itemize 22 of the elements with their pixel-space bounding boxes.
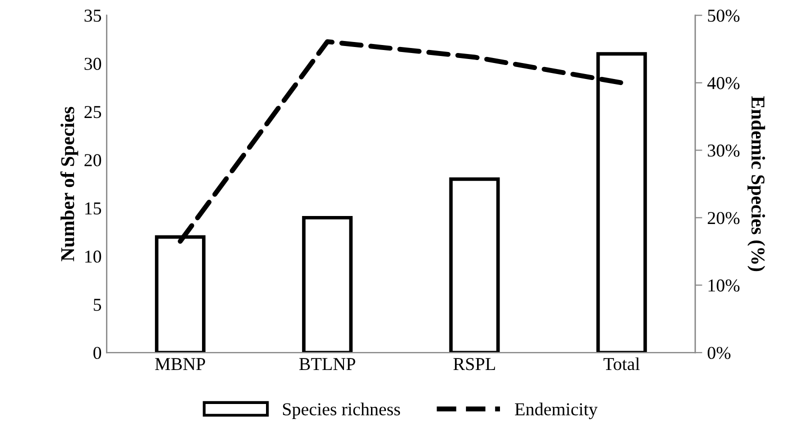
y2-tick-label: 40%	[707, 77, 740, 90]
y2-tick-label: 0%	[708, 346, 730, 360]
x-tick-label: RSPL	[453, 358, 495, 370]
y2-tick-label: 10%	[708, 279, 740, 292]
y-tick-label: 35	[84, 10, 102, 22]
legend-label: Endemicity	[514, 402, 598, 420]
y2-tick-label: 50%	[708, 10, 740, 22]
y2-tick-label: 20%	[708, 212, 740, 224]
y-tick-label: 10	[85, 250, 102, 263]
legend-label: Species richness	[283, 402, 400, 420]
y-tick-label: 15	[85, 202, 102, 214]
y-axis-title: Number of Species	[60, 106, 78, 262]
y-tick-label: 0	[93, 346, 102, 360]
y2-axis-title: Endemic Species (%)	[747, 96, 766, 272]
x-tick-label: MBNP	[155, 358, 206, 370]
y-tick-label: 20	[84, 154, 102, 166]
x-tick-label: BTLNP	[299, 358, 356, 370]
y-tick-label: 30	[84, 58, 102, 70]
y2-tick-label: 30%	[708, 144, 740, 157]
x-tick-label: Total	[604, 357, 640, 370]
y-tick-label: 5	[94, 298, 102, 311]
y-tick-label: 25	[84, 106, 102, 118]
